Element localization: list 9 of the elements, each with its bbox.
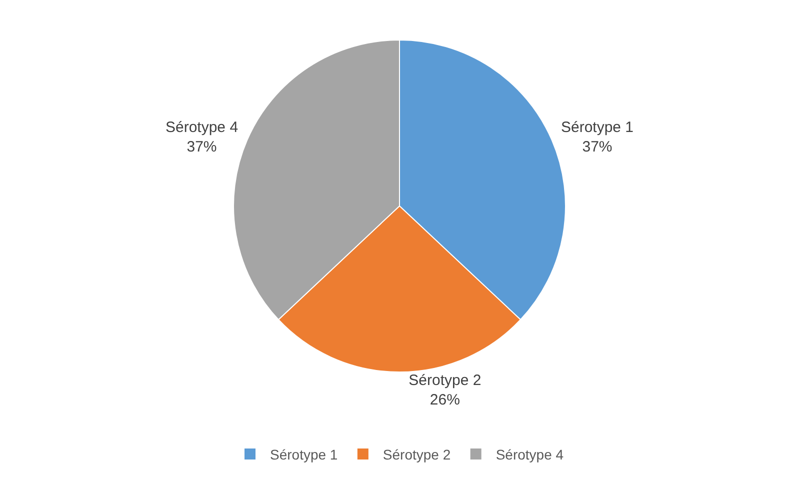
data-label: 37%: [186, 138, 217, 156]
legend-label: Sérotype 4: [496, 446, 564, 462]
data-label: 26%: [430, 392, 460, 408]
slice-label: Sérotype 4: [165, 118, 238, 136]
slice-label: Sérotype 2: [408, 372, 482, 389]
legend-label: Sérotype 1: [270, 446, 338, 462]
legend-label: Sérotype 2: [382, 446, 451, 462]
data-label: 37%: [582, 138, 612, 156]
slice-label: Sérotype 1: [560, 118, 634, 136]
